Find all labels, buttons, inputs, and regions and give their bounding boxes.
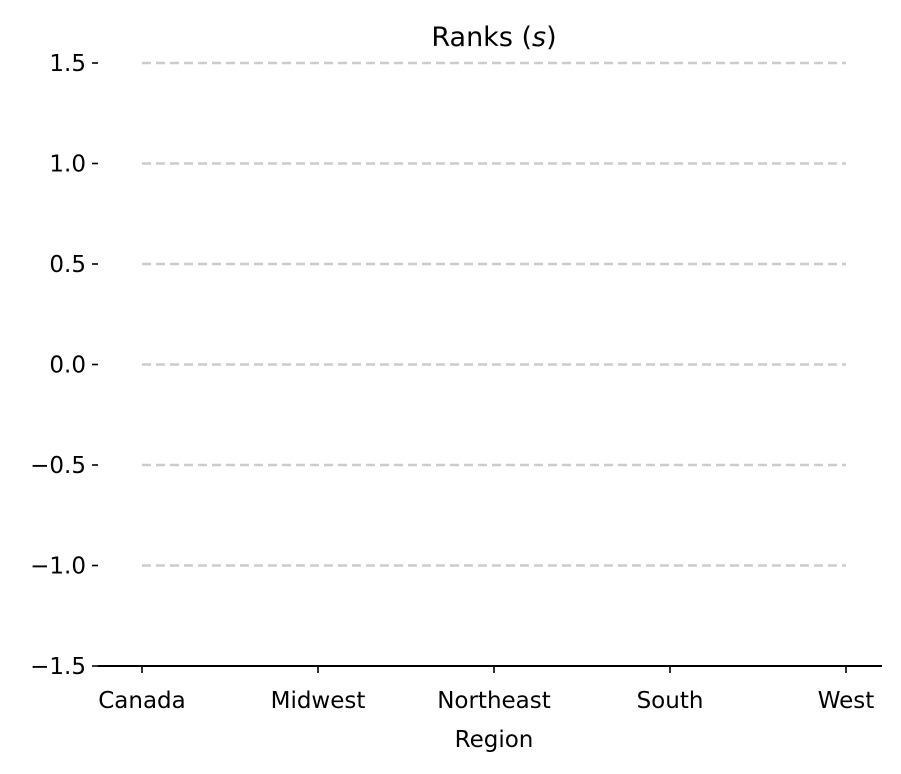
y-tick-label: 0.5 — [49, 252, 86, 278]
y-tick-label: −1.5 — [30, 654, 86, 680]
chart-title-close: ) — [546, 22, 557, 53]
chart-title-symbol: s — [532, 22, 546, 53]
x-tick-label: South — [637, 688, 704, 714]
chart-title-text: Ranks ( — [431, 22, 532, 53]
y-tick-label: 0.0 — [49, 353, 86, 379]
chart-title: Ranks (s) — [431, 22, 556, 53]
y-tick-label: −1.0 — [30, 554, 86, 580]
x-tick-label: Northeast — [437, 688, 551, 714]
x-axis: Canada Midwest Northeast South West — [98, 665, 882, 714]
x-axis-title: Region — [455, 727, 534, 753]
grid-lines — [142, 61, 846, 567]
y-tick-label: 1.0 — [49, 152, 86, 178]
x-tick-label: West — [818, 688, 875, 714]
x-tick-label: Midwest — [271, 688, 366, 714]
y-axis: −1.5 −1.0 −0.5 0.0 0.5 1.0 1.5 — [30, 51, 98, 680]
y-tick-label: 1.5 — [49, 51, 86, 77]
x-tick-label: Canada — [98, 688, 186, 714]
y-tick-label: −0.5 — [30, 453, 86, 479]
